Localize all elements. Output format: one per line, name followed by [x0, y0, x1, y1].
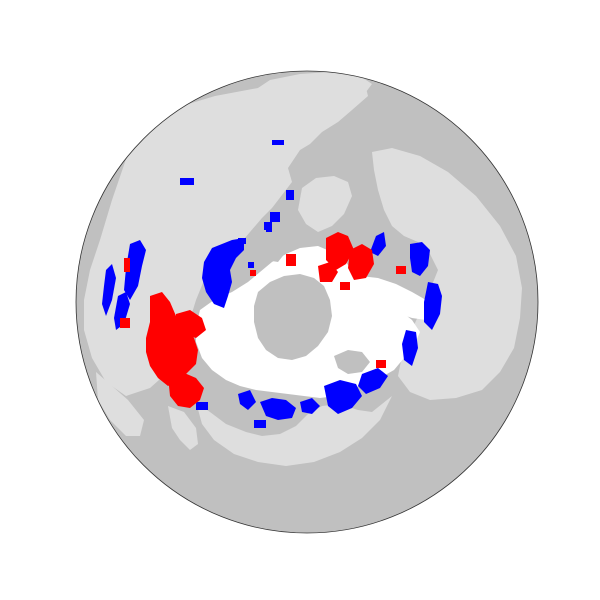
red-patch-coast-a [120, 318, 130, 328]
blue-patch-west-coast-a [124, 240, 146, 300]
land-greenland [298, 176, 352, 232]
land-south-asia [96, 372, 144, 436]
red-patch-siberia-north [176, 310, 206, 338]
hudson-bay [334, 350, 370, 374]
blue-patch-islands-d [270, 212, 280, 222]
red-patch-greenland-c [318, 262, 338, 282]
blue-patch-north-america-a [410, 242, 430, 276]
red-patch-greenland-e [340, 282, 350, 290]
blue-patch-west-coast-b [102, 264, 116, 316]
blue-patch-islands-a [180, 178, 194, 185]
arctic-ocean-inner [254, 274, 332, 360]
blue-patch-europe-d [300, 398, 320, 414]
blue-patch-west-coast-c [114, 292, 130, 330]
globe-outline [75, 70, 539, 534]
baffin-channel [260, 232, 286, 262]
blue-patch-europe-c [238, 390, 256, 410]
snow-scandinavia [346, 276, 434, 320]
blue-patch-north-america-c [402, 330, 418, 366]
blue-patch-islands-c [286, 190, 294, 200]
land-indochina [168, 406, 198, 450]
land-kamchatka [256, 120, 280, 176]
blue-patch-europe-b [260, 398, 296, 420]
blue-patch-islands-b [272, 140, 284, 145]
red-patch-siberia-south [168, 372, 204, 408]
blue-patch-islands-g [266, 228, 272, 232]
blue-patch-europe-e [254, 420, 266, 428]
globe-content [84, 72, 522, 466]
red-patch-greenland-f [396, 266, 406, 274]
blue-category-layer [102, 140, 442, 428]
red-patch-small-a [250, 270, 256, 276]
blue-patch-north-america-b [424, 282, 442, 330]
blue-patch-islands-e [264, 222, 272, 230]
red-patch-siberia-large [146, 292, 198, 386]
blue-patch-siberia [202, 238, 244, 308]
blue-patch-islands-h [248, 262, 254, 268]
blue-patch-europe-f [196, 402, 208, 410]
red-patch-coast-b [124, 258, 130, 272]
blue-patch-europe-a [324, 380, 362, 414]
blue-patch-hudson [358, 368, 388, 394]
red-category-layer [120, 232, 406, 408]
red-patch-greenland-b [348, 244, 374, 280]
red-patch-greenland-d [286, 254, 296, 266]
blue-patch-greenland-edge [370, 232, 386, 256]
land-east-siberia [258, 72, 372, 98]
land-europe-north [196, 396, 392, 466]
blue-patch-islands-f [238, 238, 246, 244]
red-patch-north-america [376, 360, 386, 368]
red-patch-greenland-a [326, 232, 354, 270]
